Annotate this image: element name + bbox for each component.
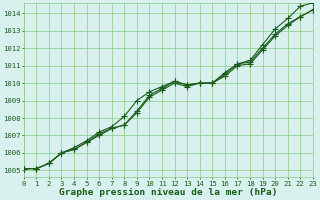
X-axis label: Graphe pression niveau de la mer (hPa): Graphe pression niveau de la mer (hPa) [59,188,277,197]
